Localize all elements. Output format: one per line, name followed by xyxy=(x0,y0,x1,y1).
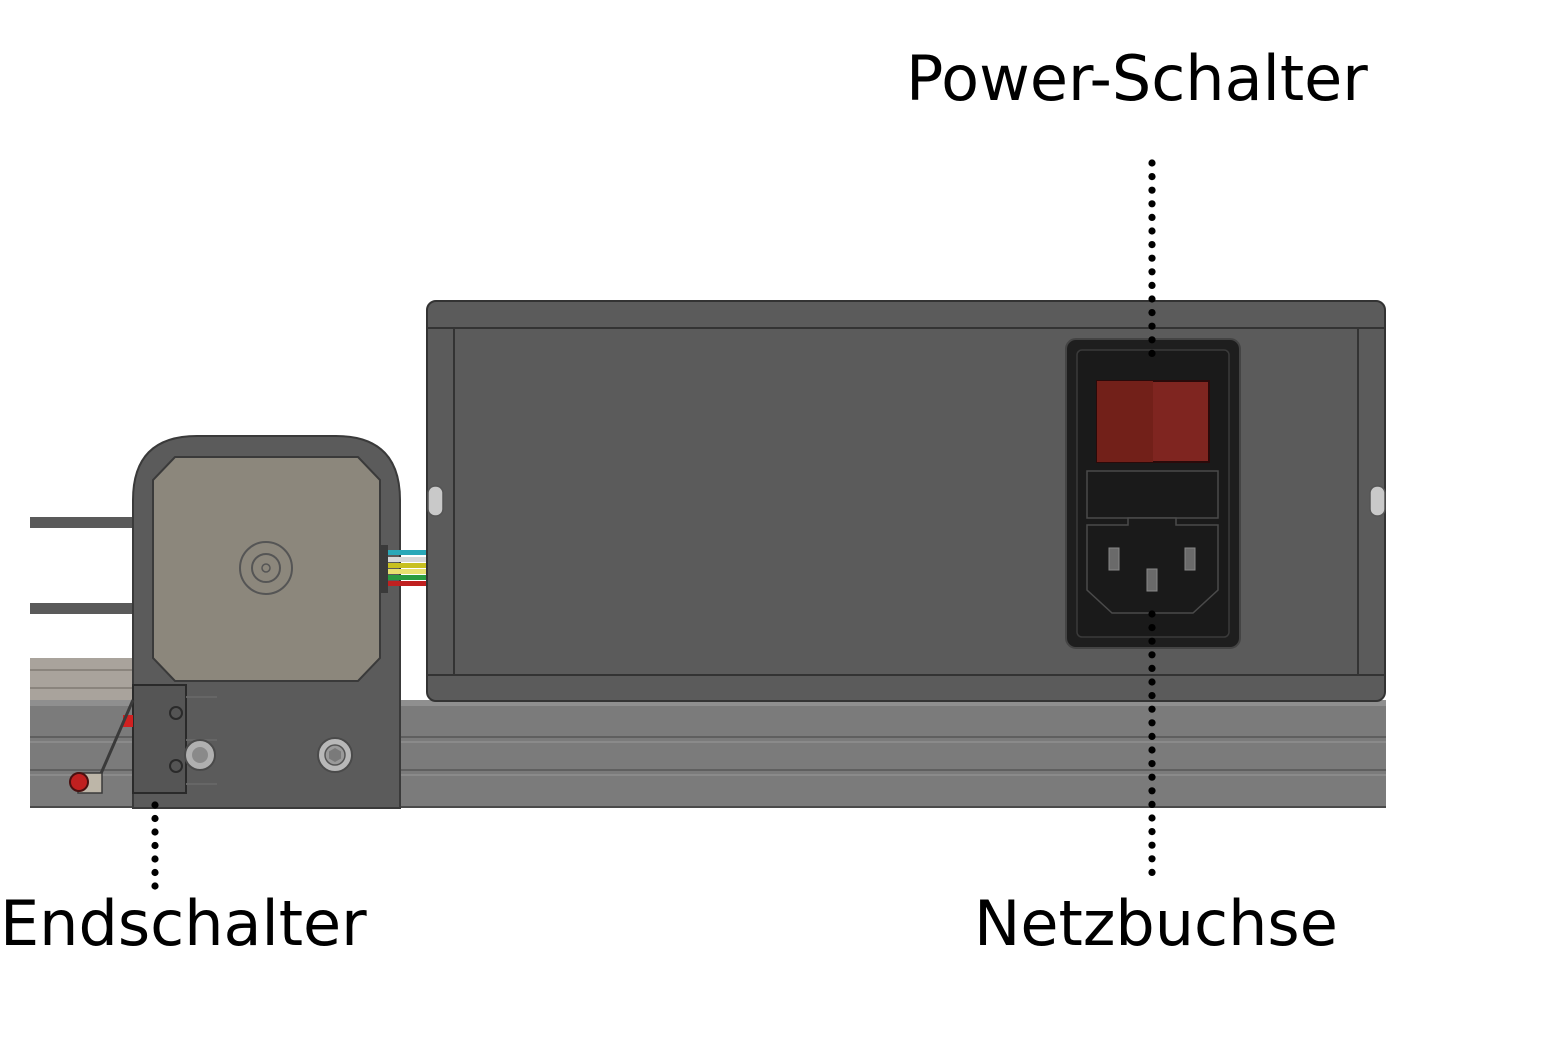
leader-dot xyxy=(1148,814,1156,822)
leader-dot xyxy=(1148,241,1156,249)
mains-socket-label: Netzbuchse xyxy=(974,887,1338,960)
leader-dot xyxy=(1148,773,1156,781)
guide-rods xyxy=(30,517,135,614)
leader-dot xyxy=(1148,746,1156,754)
leader-dot xyxy=(1148,678,1156,686)
leader-dot xyxy=(1148,254,1156,262)
mains-socket xyxy=(1086,517,1219,614)
leader-dot xyxy=(1148,841,1156,849)
power-switch-label: Power-Schalter xyxy=(906,42,1368,115)
leader-dot xyxy=(1148,760,1156,768)
leader-dot xyxy=(1148,800,1156,809)
leader-dot xyxy=(1148,281,1156,289)
power-supply-housing xyxy=(426,300,1386,702)
leader-dot xyxy=(1148,159,1156,167)
leader-dot xyxy=(151,814,159,823)
leader-line-netz xyxy=(1148,610,1156,877)
leader-dot xyxy=(151,855,159,863)
leader-dot xyxy=(1148,868,1156,877)
leader-dot xyxy=(1148,309,1156,317)
leader-dot xyxy=(1148,349,1156,357)
leader-dot xyxy=(1148,336,1156,344)
motor-wires xyxy=(388,550,428,586)
leader-dot xyxy=(1148,664,1156,673)
leader-dot xyxy=(1148,268,1156,276)
leader-line-power xyxy=(1148,159,1156,357)
leader-dot xyxy=(151,841,159,850)
leader-dot xyxy=(1148,610,1156,618)
leader-dot xyxy=(1148,200,1156,208)
leader-dot xyxy=(1148,624,1156,632)
leader-dot xyxy=(1148,637,1156,645)
leader-dot xyxy=(1148,173,1156,181)
end-switch xyxy=(69,684,217,794)
end-switch-label: Endschalter xyxy=(0,887,367,960)
leader-line-end xyxy=(151,801,159,890)
leader-dot xyxy=(1148,828,1156,836)
leader-dot xyxy=(151,882,159,890)
leader-dot xyxy=(1148,705,1156,713)
leader-dot xyxy=(1148,295,1156,303)
leader-dot xyxy=(1148,692,1156,700)
leader-dot xyxy=(151,828,159,836)
leader-dot xyxy=(151,801,159,809)
power-switch xyxy=(1096,380,1210,463)
leader-dot xyxy=(1148,322,1156,330)
leader-dot xyxy=(1148,732,1156,741)
leader-dot xyxy=(1148,213,1156,221)
leader-dot xyxy=(1148,651,1156,659)
leader-dot xyxy=(1148,186,1156,194)
leader-dot xyxy=(151,868,159,877)
fuse-holder xyxy=(1086,470,1219,519)
stepper-motor xyxy=(152,456,388,682)
leader-dot xyxy=(1148,719,1156,727)
leader-dot xyxy=(1148,227,1156,235)
leader-dot xyxy=(1148,787,1156,795)
leader-dot xyxy=(1148,855,1156,863)
